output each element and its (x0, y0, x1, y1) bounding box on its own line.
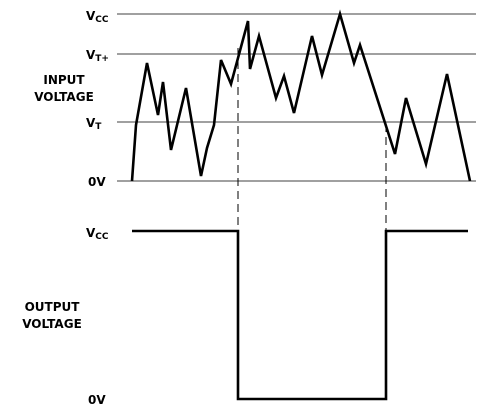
output-vcc-label: VCC (86, 226, 109, 242)
input-vcc-label: VCC (86, 9, 109, 25)
input-voltage-title-line2: VOLTAGE (34, 90, 94, 104)
input-voltage-title-line1: INPUT (43, 73, 85, 87)
output-zero-label: 0V (88, 393, 106, 407)
output-voltage-waveform (132, 229, 468, 401)
output-voltage-title-line2: VOLTAGE (22, 317, 82, 331)
input-vt-plus-label: VT+ (86, 48, 109, 64)
input-voltage-waveform (130, 9, 472, 182)
output-voltage-title-line1: OUTPUT (25, 300, 81, 314)
input-zero-label: 0V (88, 175, 106, 189)
input-vt-label: VT (86, 116, 102, 132)
